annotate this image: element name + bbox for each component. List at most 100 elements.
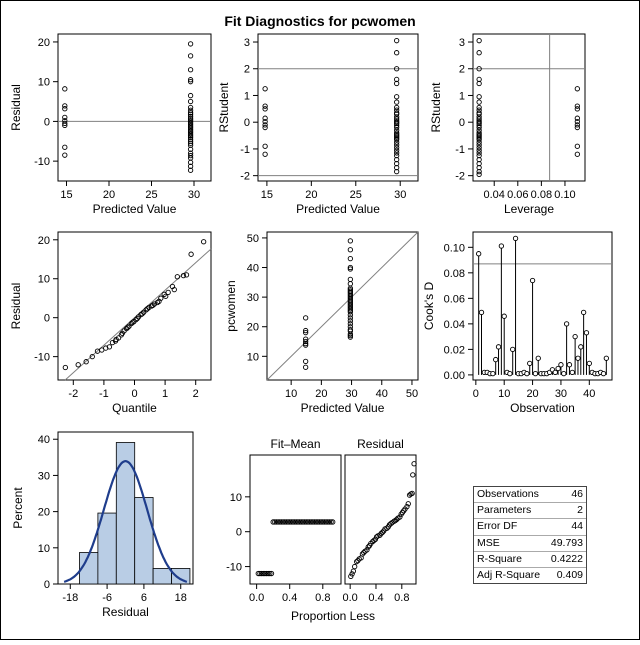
p8-y-tick-label: 0 [236,527,242,539]
p2-point [394,168,400,175]
p1-point [187,133,194,139]
p5-point [347,264,354,271]
p8-right-point [365,544,371,550]
p8-left-point [321,519,328,525]
p6-point [552,369,558,375]
p3-point [476,136,482,143]
p5-x-tick-label: 50 [406,388,418,400]
figure-title: Fit Diagnostics for pcwomen [224,13,415,29]
p2-y-tick-label: 1 [244,90,250,102]
p8-left-point [315,519,321,525]
p2-point [394,136,400,143]
p4-x-tick-label: -1 [99,388,109,400]
p2-point [262,143,268,149]
p4-point [125,324,131,331]
p3-point [476,142,482,148]
fit-stat-label: Error DF [477,520,518,533]
p6-y-tick-label: 0.06 [444,293,465,305]
p5-point [303,338,309,345]
p7-x-tick-label: -18 [62,592,78,604]
p8-left-point [330,519,336,525]
p3-x-tick-label: 0.06 [507,189,528,201]
p3-point [476,147,482,153]
p3-point [574,151,580,157]
p8-left-point [272,519,278,525]
p1-point [62,114,68,121]
p5-point [347,238,354,244]
p5-y-tick-label: 30 [247,292,259,304]
p3-y-tick-label: -2 [455,171,465,183]
p8-right-frame [344,454,417,585]
p4-point [150,302,156,308]
p8-left-point [311,519,318,525]
p6-point [501,313,507,319]
p4-y-tick-label: 0 [44,313,50,325]
p5-point [347,334,354,340]
p1-point [187,131,194,137]
fit-stat-label: Adj R-Square [477,568,541,581]
p8-left-point [290,519,296,525]
p5-x-tick-label: 20 [315,388,327,400]
p6-y-tick-label: 0.10 [444,242,465,254]
p4-point [119,330,125,336]
fit-stat-mse: MSE 49.793 [474,534,586,551]
p2-x-tick-label: 15 [261,189,273,201]
p1-point [187,140,194,146]
p4-point [113,336,119,343]
p5-point [347,247,354,253]
p6-point [527,360,533,367]
p6-point [524,370,530,377]
p8-left-point [288,519,295,525]
p1-x-tick-label: 30 [188,189,200,201]
p4-point [174,274,180,280]
p4-point [130,319,136,326]
p4-y-tick-label: -10 [34,352,50,364]
p3-point [476,94,482,100]
p8-left-point [267,570,273,577]
p5-point [347,312,354,318]
p8-left-point [301,519,308,525]
p8-left-point [300,519,306,525]
fit-stat-value: 0.409 [556,568,583,581]
fit-stat-r-square: R-Square 0.4222 [474,550,586,567]
p3-point [574,122,580,128]
p4-point [109,339,116,346]
p6-point [532,370,539,377]
p6-frame [472,231,613,381]
p8-left-point [306,519,313,525]
p4-point [165,289,171,296]
p8-right-panel-title: Residual [357,437,404,451]
p2-point [394,38,400,44]
p6-point [558,362,564,368]
p3-point [476,50,482,56]
p5-point [347,281,354,287]
p1-y-tick-label: 20 [38,37,50,49]
p4-x-tick-label: 1 [162,388,168,400]
p2-y-axis-label: RStudent [217,82,231,133]
p7-normal-density-curve [63,459,188,583]
fit-stat-value: 49.793 [550,536,583,549]
p2-x-tick-label: 30 [394,189,406,201]
p2-point [262,115,268,121]
p1-x-axis-label: Predicted Value [93,202,177,216]
p5-point [303,340,309,347]
p3-point [476,104,482,111]
p8-right-point [397,514,403,520]
p8-left-point [328,519,334,525]
p2-point [262,86,268,92]
p6-point [476,251,482,257]
p6-point [561,370,567,377]
p6-point [578,344,584,350]
p8-x-tick-label: 0.4 [282,592,297,604]
p1-point [187,77,194,83]
fit-stat-label: Observations [477,488,539,500]
p8-right-point [349,571,355,577]
p2-point [394,66,400,72]
p3-x-tick-label: 0.10 [554,189,575,201]
p6-point [510,346,516,353]
p8-right-point [410,472,416,478]
p3-point [476,171,482,177]
p8-left-point [316,519,323,525]
p8-left-point [320,519,326,525]
p2-point [262,122,268,128]
